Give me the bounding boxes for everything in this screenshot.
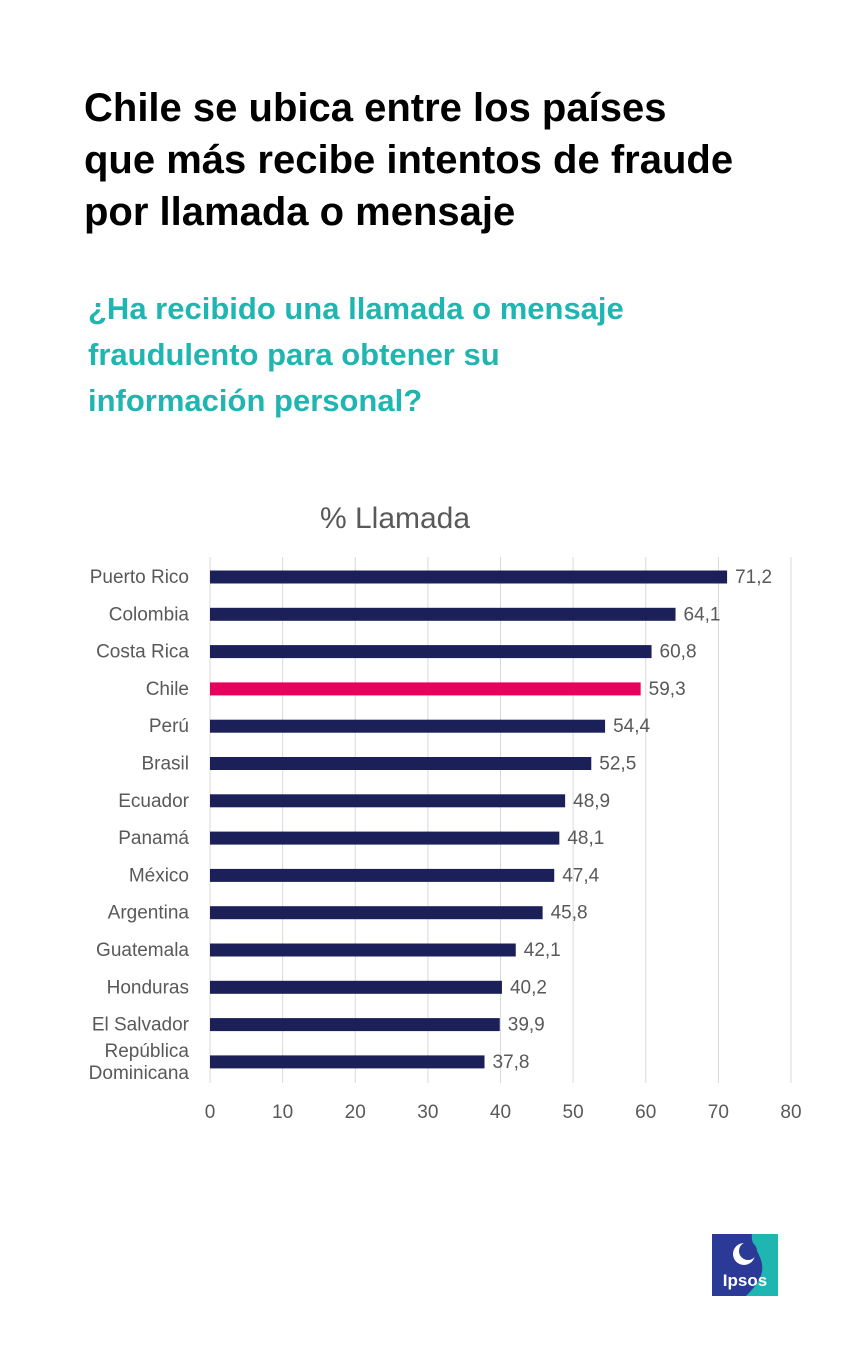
- bar: [210, 682, 641, 696]
- bar: [210, 645, 652, 659]
- bar: [210, 757, 592, 770]
- category-label: El Salvador: [92, 1015, 190, 1036]
- bar: [210, 570, 728, 584]
- value-label: 60,8: [660, 642, 697, 663]
- x-tick-label: 0: [205, 1102, 216, 1123]
- category-label: Chile: [146, 679, 189, 700]
- category-label: Perú: [149, 716, 189, 737]
- bar: [210, 1055, 485, 1069]
- category-label: Costa Rica: [96, 642, 189, 663]
- x-tick-label: 10: [272, 1102, 293, 1123]
- value-label: 52,5: [599, 754, 636, 775]
- category-label: Ecuador: [118, 791, 189, 812]
- value-label: 48,1: [567, 828, 604, 849]
- value-label: 71,2: [735, 567, 772, 588]
- category-label: Guatemala: [96, 940, 189, 961]
- bar: [210, 719, 606, 733]
- bar: [210, 906, 543, 920]
- bar: [210, 943, 516, 957]
- category-label: Brasil: [141, 754, 189, 775]
- value-label: 42,1: [524, 940, 561, 961]
- category-label: Puerto Rico: [90, 567, 189, 588]
- value-label: 54,4: [613, 716, 650, 737]
- x-tick-label: 60: [635, 1102, 656, 1123]
- x-tick-label: 50: [563, 1102, 584, 1123]
- x-tick-label: 40: [490, 1102, 511, 1123]
- x-tick-label: 30: [417, 1102, 438, 1123]
- category-label: Honduras: [107, 977, 189, 998]
- value-label: 40,2: [510, 977, 547, 998]
- value-label: 45,8: [551, 903, 588, 924]
- bar: [210, 831, 560, 845]
- bar: [210, 980, 502, 994]
- headline: Chile se ubica entre los países que más …: [84, 86, 734, 234]
- chart-title: % Llamada: [320, 502, 470, 535]
- value-label: 37,8: [493, 1052, 530, 1073]
- value-label: 48,9: [573, 791, 610, 812]
- x-tick-label: 20: [345, 1102, 366, 1123]
- logo-text: Ipsos: [723, 1271, 767, 1290]
- category-label: México: [129, 865, 189, 886]
- value-label: 64,1: [684, 604, 721, 625]
- bar: [210, 607, 676, 621]
- survey-question: ¿Ha recibido una llamada o mensaje fraud…: [88, 291, 624, 418]
- bar: [210, 1018, 500, 1032]
- category-label: República Dominicana: [89, 1041, 190, 1084]
- x-tick-label: 80: [780, 1102, 801, 1123]
- ipsos-logo: Ipsos: [712, 1234, 778, 1296]
- bar-chart: % Llamada 0 10 20 30 40 50 60 70 80 71,2 Puerto Ric…: [89, 502, 802, 1123]
- x-tick-label: 70: [708, 1102, 729, 1123]
- value-label: 39,9: [508, 1015, 545, 1036]
- bar: [210, 794, 566, 808]
- category-label: Argentina: [108, 903, 190, 924]
- value-label: 47,4: [562, 865, 599, 886]
- bar: [210, 868, 555, 882]
- value-label: 59,3: [649, 679, 686, 700]
- category-label: Colombia: [109, 604, 190, 625]
- category-label: Panamá: [118, 828, 189, 849]
